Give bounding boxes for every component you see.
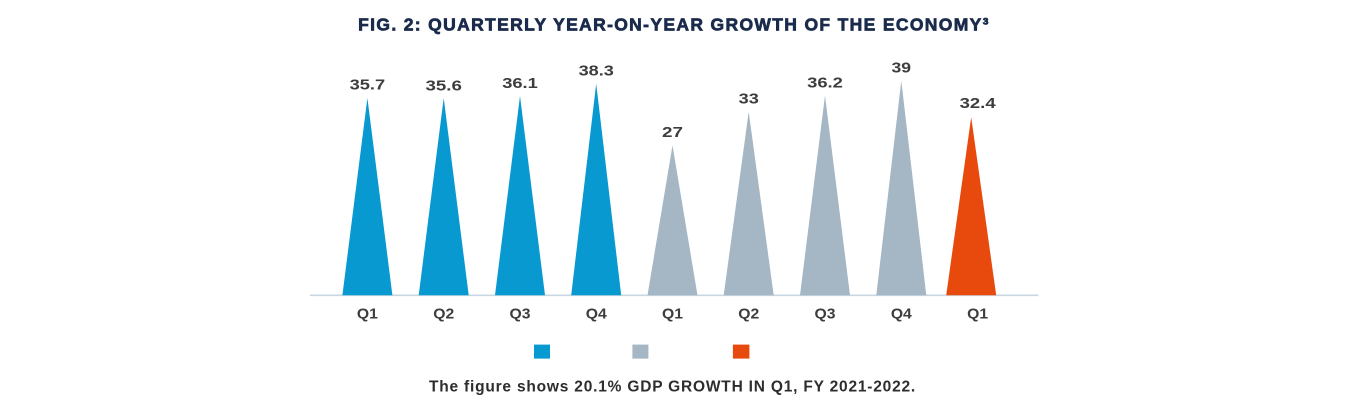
svg-text:35.6: 35.6: [426, 77, 462, 93]
svg-text:36.1: 36.1: [502, 76, 538, 92]
svg-text:Q3: Q3: [815, 306, 836, 322]
svg-text:Q2: Q2: [433, 306, 454, 322]
svg-text:Q3: Q3: [510, 306, 531, 322]
svg-text:36.2: 36.2: [807, 74, 843, 91]
svg-text:35.7: 35.7: [350, 77, 386, 93]
svg-text:FIG. 2: QUARTERLY YEAR-ON-YEAR: FIG. 2: QUARTERLY YEAR-ON-YEAR GROWTH OF…: [358, 15, 990, 35]
svg-text:39: 39: [892, 60, 912, 76]
svg-text:Q2: Q2: [738, 306, 759, 322]
svg-text:33: 33: [739, 91, 759, 107]
svg-text:Q4: Q4: [586, 306, 608, 322]
svg-text:32.4: 32.4: [960, 95, 997, 112]
svg-text:38.3: 38.3: [579, 63, 614, 79]
svg-text:Q4: Q4: [891, 306, 913, 322]
svg-text:Q1: Q1: [967, 306, 988, 322]
svg-text:The figure shows 20.1% GDP GRO: The figure shows 20.1% GDP GROWTH IN Q1,…: [429, 379, 916, 396]
svg-text:27: 27: [662, 124, 683, 140]
svg-text:Q1: Q1: [357, 306, 378, 322]
svg-text:Q1: Q1: [662, 306, 683, 322]
